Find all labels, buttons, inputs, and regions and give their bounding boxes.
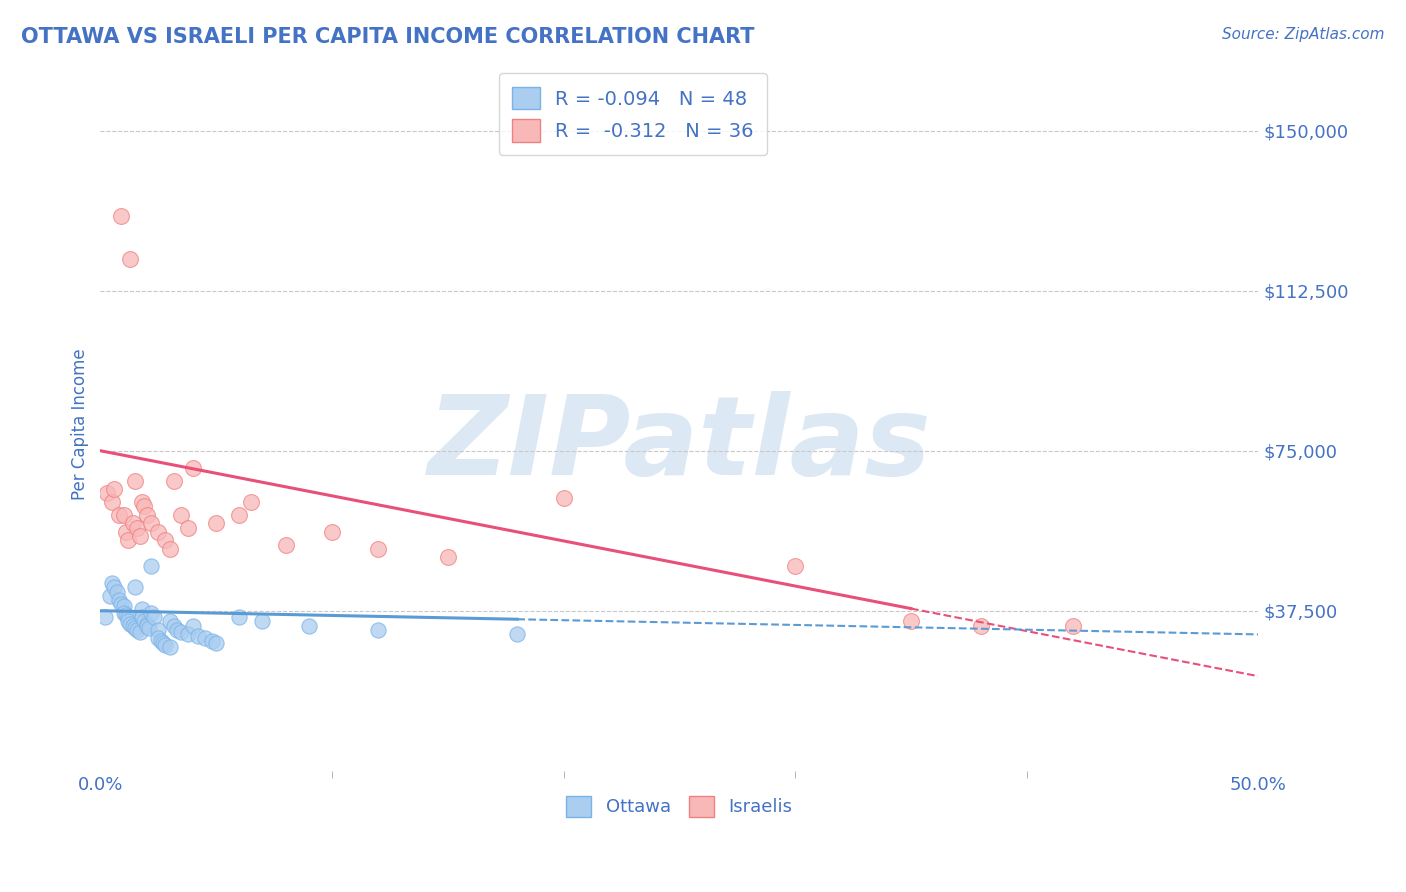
Point: [205, 516, 228, 531]
Point: [120, 252, 142, 266]
Point: [142, 610, 165, 624]
Point: [181, 618, 204, 632]
Point: [141, 606, 163, 620]
Point: [105, 584, 128, 599]
Text: Source: ZipAtlas.com: Source: ZipAtlas.com: [1222, 27, 1385, 42]
Point: [252, 615, 274, 629]
Point: [131, 601, 153, 615]
Point: [274, 538, 297, 552]
Point: [135, 616, 157, 631]
Point: [96, 486, 118, 500]
Point: [134, 499, 156, 513]
Point: [553, 491, 575, 505]
Point: [117, 610, 139, 624]
Point: [127, 623, 149, 637]
Point: [181, 460, 204, 475]
Point: [121, 618, 143, 632]
Point: [128, 625, 150, 640]
Point: [141, 558, 163, 573]
Point: [321, 524, 343, 539]
Point: [103, 580, 125, 594]
Point: [149, 633, 172, 648]
Point: [159, 541, 181, 556]
Point: [94, 610, 117, 624]
Point: [124, 474, 146, 488]
Point: [969, 618, 991, 632]
Point: [152, 636, 174, 650]
Point: [120, 616, 142, 631]
Point: [127, 520, 149, 534]
Point: [117, 533, 139, 548]
Point: [148, 623, 170, 637]
Point: [108, 593, 131, 607]
Point: [200, 633, 222, 648]
Point: [155, 638, 177, 652]
Point: [112, 606, 135, 620]
Point: [124, 621, 146, 635]
Point: [114, 607, 136, 622]
Point: [101, 495, 124, 509]
Point: [135, 508, 157, 522]
Point: [170, 625, 193, 640]
Point: [134, 615, 156, 629]
Point: [110, 209, 132, 223]
Point: [166, 623, 188, 637]
Point: [436, 550, 458, 565]
Point: [785, 558, 807, 573]
Point: [103, 482, 125, 496]
Point: [135, 618, 157, 632]
Point: [170, 508, 193, 522]
Point: [205, 636, 228, 650]
Point: [148, 632, 170, 646]
Point: [187, 629, 209, 643]
Point: [298, 618, 321, 632]
Y-axis label: Per Capita Income: Per Capita Income: [72, 348, 89, 500]
Point: [108, 508, 131, 522]
Point: [155, 533, 177, 548]
Point: [228, 508, 250, 522]
Point: [177, 627, 200, 641]
Point: [367, 623, 389, 637]
Point: [506, 627, 529, 641]
Point: [124, 580, 146, 594]
Point: [121, 516, 143, 531]
Point: [114, 524, 136, 539]
Point: [239, 495, 262, 509]
Point: [117, 615, 139, 629]
Point: [110, 597, 132, 611]
Text: OTTAWA VS ISRAELI PER CAPITA INCOME CORRELATION CHART: OTTAWA VS ISRAELI PER CAPITA INCOME CORR…: [21, 27, 755, 46]
Point: [131, 495, 153, 509]
Point: [1062, 618, 1084, 632]
Point: [98, 589, 121, 603]
Point: [141, 516, 163, 531]
Text: ZIPatlas: ZIPatlas: [427, 392, 931, 499]
Point: [900, 615, 922, 629]
Point: [177, 520, 200, 534]
Point: [194, 632, 217, 646]
Point: [367, 541, 389, 556]
Point: [131, 610, 153, 624]
Point: [128, 529, 150, 543]
Legend: Ottawa, Israelis: Ottawa, Israelis: [558, 789, 800, 824]
Point: [159, 640, 181, 654]
Point: [138, 621, 160, 635]
Point: [148, 524, 170, 539]
Point: [163, 474, 186, 488]
Point: [112, 508, 135, 522]
Point: [228, 610, 250, 624]
Point: [159, 615, 181, 629]
Point: [101, 576, 124, 591]
Point: [163, 618, 186, 632]
Point: [112, 599, 135, 614]
